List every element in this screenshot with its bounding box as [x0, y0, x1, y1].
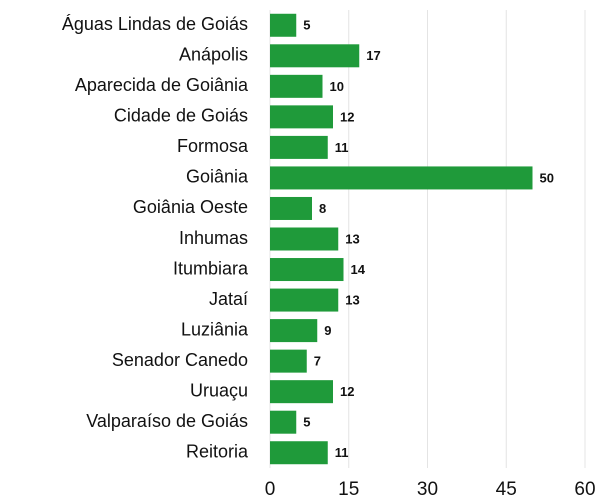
y-tick-label: Inhumas [179, 228, 248, 248]
x-tick-label: 0 [265, 479, 276, 500]
bar [270, 227, 339, 251]
value-label: 5 [303, 18, 310, 33]
bar [270, 105, 333, 129]
value-label: 8 [319, 201, 326, 216]
value-label: 9 [324, 323, 331, 338]
y-tick-label: Reitoria [186, 441, 249, 461]
y-tick-label: Valparaíso de Goiás [86, 411, 248, 431]
bar [270, 166, 533, 190]
y-tick-label: Goiânia [186, 167, 249, 187]
y-tick-label: Cidade de Goiás [114, 106, 248, 126]
x-tick-label: 45 [496, 479, 517, 500]
bar [270, 319, 318, 343]
value-label: 11 [335, 140, 349, 155]
value-label: 50 [540, 170, 554, 185]
value-label: 17 [366, 48, 380, 63]
y-tick-label: Itumbiara [173, 258, 249, 278]
value-label: 14 [351, 262, 366, 277]
bar [270, 441, 328, 465]
bar [270, 44, 360, 68]
x-tick-label: 15 [338, 479, 359, 500]
value-label: 11 [335, 445, 349, 460]
value-label: 13 [345, 231, 359, 246]
x-tick-label: 60 [574, 479, 595, 500]
value-label: 7 [314, 354, 321, 369]
bar [270, 13, 297, 37]
y-tick-label: Uruaçu [190, 380, 248, 400]
bar [270, 258, 344, 282]
y-tick-label: Formosa [177, 136, 249, 156]
value-label: 5 [303, 415, 310, 430]
bar [270, 380, 333, 404]
bar [270, 135, 328, 159]
value-label: 10 [330, 79, 344, 94]
bar [270, 288, 339, 312]
y-tick-label: Águas Lindas de Goiás [62, 14, 248, 34]
y-tick-label: Aparecida de Goiânia [75, 75, 249, 95]
value-label: 12 [340, 384, 354, 399]
y-tick-label: Goiânia Oeste [133, 197, 248, 217]
y-tick-label: Senador Canedo [112, 350, 248, 370]
bar [270, 349, 307, 373]
x-tick-label: 30 [417, 479, 438, 500]
value-label: 12 [340, 109, 354, 124]
y-tick-label: Anápolis [179, 45, 248, 65]
y-tick-label: Luziânia [181, 319, 249, 339]
bar [270, 410, 297, 434]
value-label: 13 [345, 293, 359, 308]
bar [270, 196, 312, 220]
y-tick-label: Jataí [209, 289, 248, 309]
bar [270, 74, 323, 98]
